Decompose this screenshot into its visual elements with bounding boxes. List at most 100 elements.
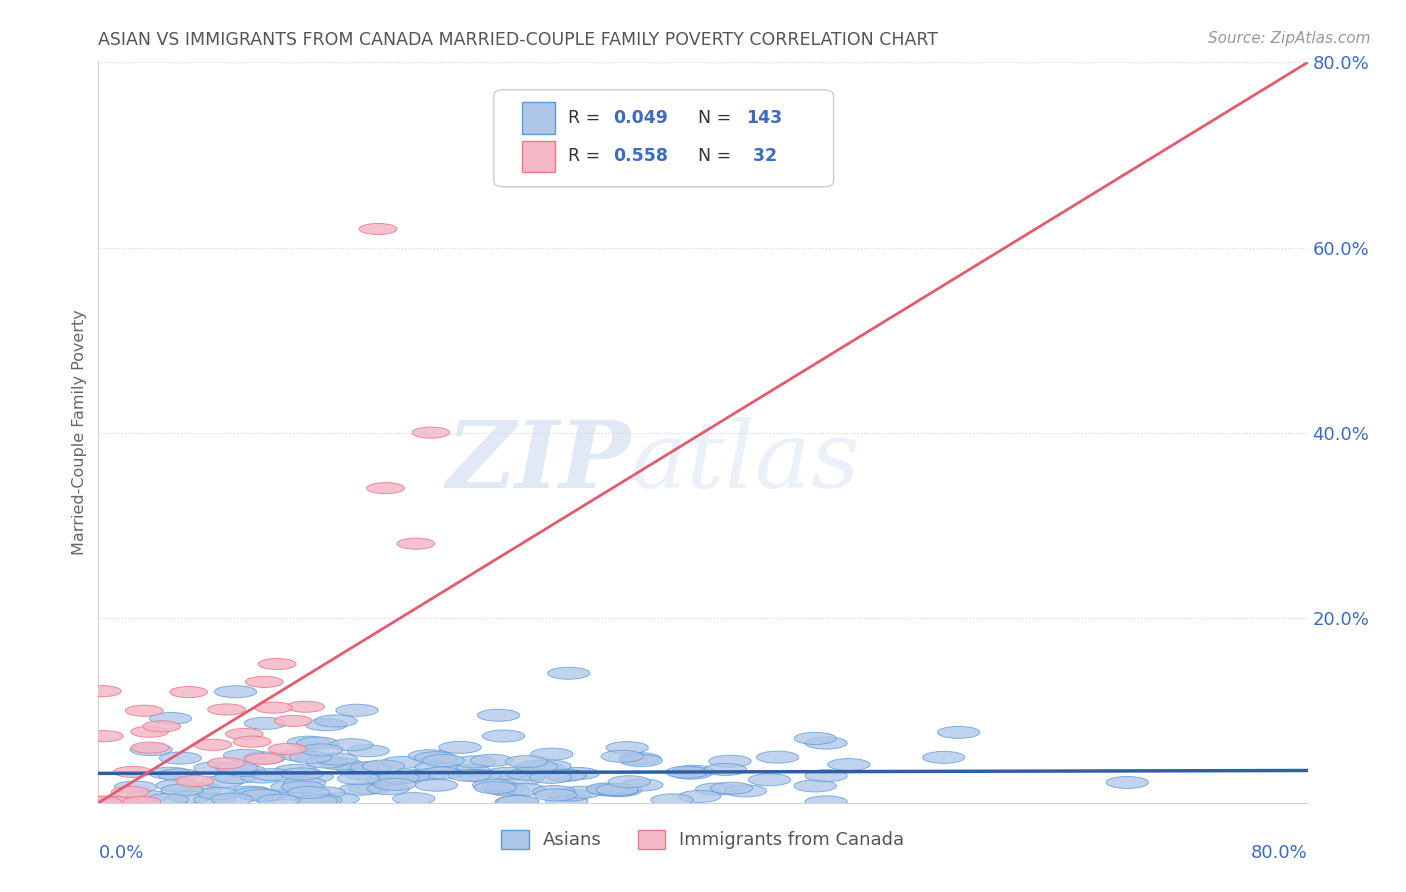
Ellipse shape [245, 717, 287, 730]
Ellipse shape [501, 773, 543, 785]
Ellipse shape [547, 667, 591, 679]
Ellipse shape [271, 780, 314, 793]
Ellipse shape [305, 719, 347, 731]
Text: 80.0%: 80.0% [1251, 844, 1308, 862]
Text: 0.558: 0.558 [613, 147, 668, 165]
Ellipse shape [415, 761, 457, 773]
Ellipse shape [534, 789, 576, 801]
Ellipse shape [388, 770, 430, 782]
FancyBboxPatch shape [522, 103, 555, 134]
Ellipse shape [214, 772, 256, 783]
Ellipse shape [112, 797, 150, 807]
Y-axis label: Married-Couple Family Poverty: Married-Couple Family Poverty [72, 310, 87, 556]
Ellipse shape [86, 797, 124, 807]
Ellipse shape [516, 761, 558, 772]
Ellipse shape [194, 739, 232, 750]
Ellipse shape [724, 785, 766, 797]
Ellipse shape [245, 789, 287, 802]
Ellipse shape [495, 796, 537, 808]
Ellipse shape [367, 483, 405, 493]
Ellipse shape [284, 777, 326, 789]
Ellipse shape [482, 782, 524, 795]
Ellipse shape [281, 768, 323, 780]
Ellipse shape [287, 787, 330, 798]
Ellipse shape [339, 783, 382, 796]
Ellipse shape [83, 686, 121, 697]
Ellipse shape [159, 752, 201, 764]
Ellipse shape [415, 780, 457, 791]
Ellipse shape [472, 780, 515, 791]
Ellipse shape [560, 786, 602, 798]
Ellipse shape [546, 795, 588, 807]
Ellipse shape [316, 793, 360, 805]
Ellipse shape [233, 736, 271, 747]
Ellipse shape [503, 783, 546, 796]
Ellipse shape [804, 737, 848, 749]
Ellipse shape [496, 796, 538, 807]
Ellipse shape [304, 787, 346, 798]
Ellipse shape [439, 741, 481, 754]
Ellipse shape [125, 706, 163, 716]
Ellipse shape [274, 715, 312, 726]
Ellipse shape [207, 758, 245, 769]
Ellipse shape [337, 772, 380, 785]
Ellipse shape [586, 783, 628, 795]
Ellipse shape [129, 744, 173, 756]
Ellipse shape [83, 797, 121, 807]
Ellipse shape [149, 713, 191, 724]
Ellipse shape [488, 784, 530, 797]
Ellipse shape [114, 781, 156, 793]
Ellipse shape [544, 770, 586, 781]
Ellipse shape [224, 749, 266, 762]
Ellipse shape [651, 794, 693, 805]
Ellipse shape [194, 794, 236, 805]
Ellipse shape [381, 756, 423, 769]
Text: N =: N = [699, 109, 737, 127]
Ellipse shape [127, 790, 169, 803]
Ellipse shape [114, 766, 152, 778]
Ellipse shape [315, 753, 357, 765]
Ellipse shape [97, 797, 135, 807]
Ellipse shape [305, 756, 347, 768]
Ellipse shape [208, 704, 246, 715]
Ellipse shape [696, 783, 738, 795]
Ellipse shape [257, 794, 299, 806]
Ellipse shape [301, 744, 343, 756]
Text: 143: 143 [747, 109, 783, 127]
Ellipse shape [544, 769, 586, 780]
Ellipse shape [454, 756, 496, 768]
Ellipse shape [449, 770, 491, 781]
Ellipse shape [259, 658, 297, 670]
Text: 0.0%: 0.0% [98, 844, 143, 862]
Ellipse shape [170, 687, 208, 698]
Ellipse shape [482, 730, 524, 742]
Ellipse shape [287, 701, 325, 713]
Ellipse shape [529, 760, 571, 772]
Ellipse shape [363, 760, 405, 772]
Text: ZIP: ZIP [446, 417, 630, 508]
Ellipse shape [828, 758, 870, 771]
Ellipse shape [806, 770, 848, 781]
Ellipse shape [710, 782, 752, 794]
Ellipse shape [83, 797, 121, 807]
Ellipse shape [377, 772, 419, 784]
Text: R =: R = [568, 147, 606, 165]
Ellipse shape [381, 772, 423, 783]
Ellipse shape [478, 709, 520, 722]
Ellipse shape [162, 784, 204, 796]
Ellipse shape [149, 767, 191, 780]
Ellipse shape [291, 771, 333, 783]
Ellipse shape [359, 224, 396, 235]
Ellipse shape [396, 538, 434, 549]
Ellipse shape [335, 762, 378, 774]
Ellipse shape [246, 676, 283, 688]
Ellipse shape [315, 714, 357, 727]
Ellipse shape [666, 766, 709, 778]
Ellipse shape [392, 793, 434, 805]
Ellipse shape [533, 786, 575, 797]
Ellipse shape [269, 743, 307, 755]
Ellipse shape [405, 769, 447, 780]
Ellipse shape [245, 754, 283, 764]
Ellipse shape [709, 756, 751, 767]
Ellipse shape [474, 781, 516, 794]
